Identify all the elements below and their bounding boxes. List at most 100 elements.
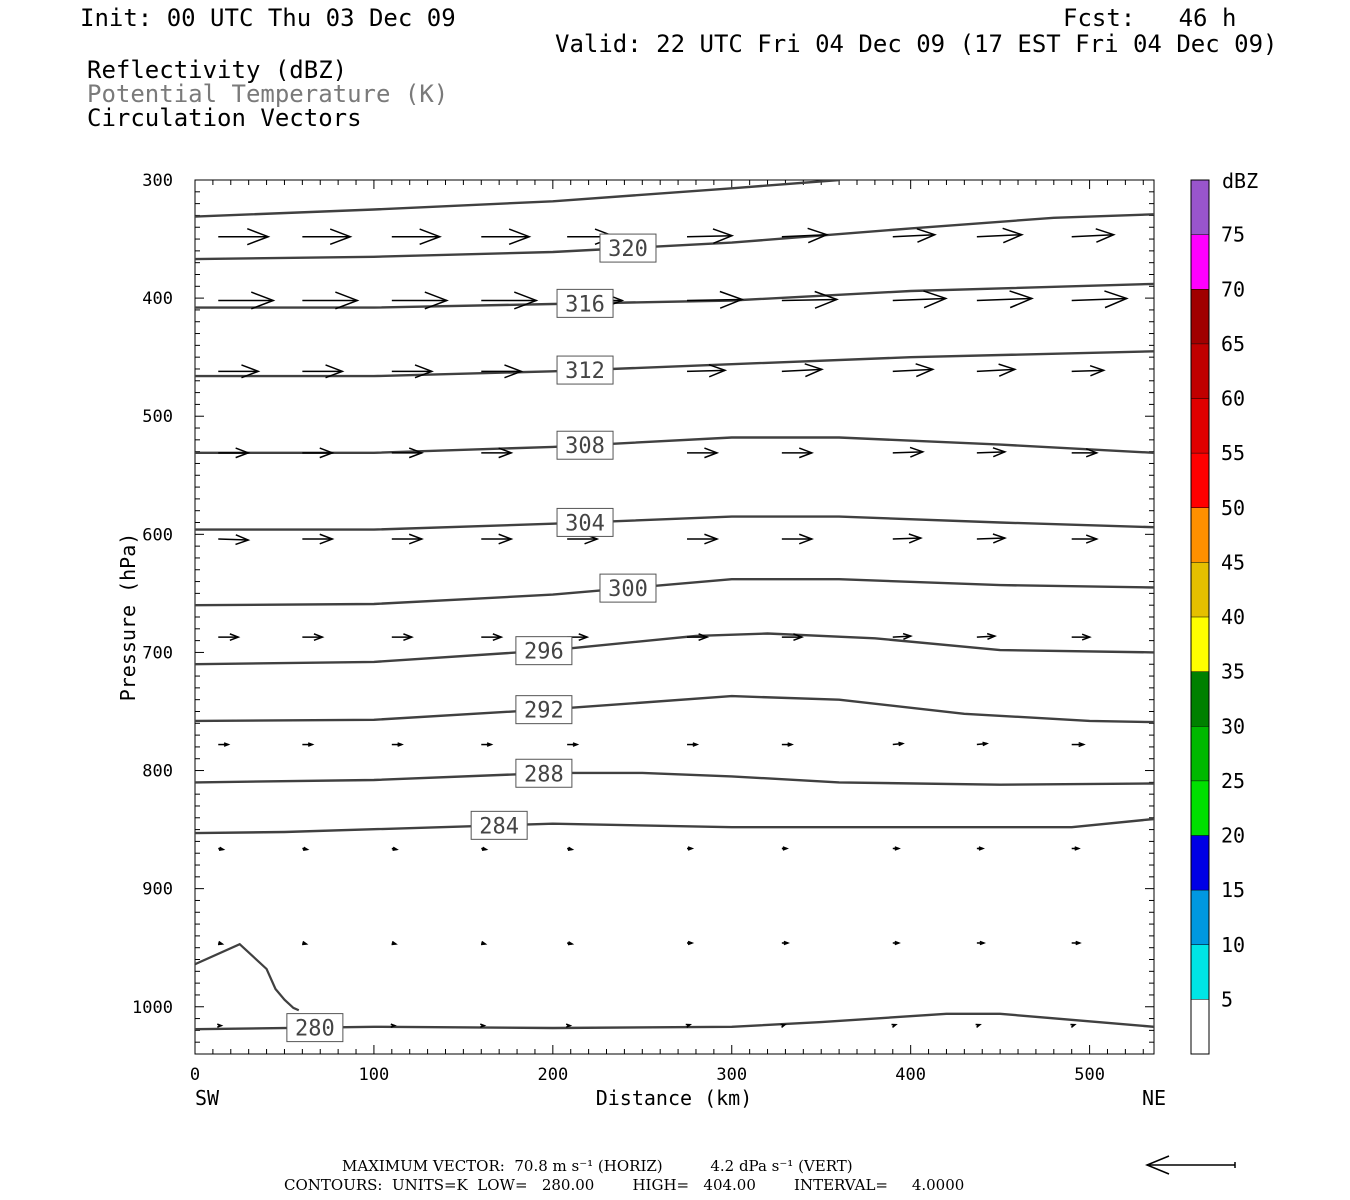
wind-vector-head <box>403 633 414 641</box>
x-tick-label: 300 <box>716 1065 747 1085</box>
wind-vector-head <box>408 447 424 459</box>
wind-vector-head <box>793 633 804 641</box>
wind-vector <box>687 234 733 238</box>
wind-vector-head <box>1095 228 1116 243</box>
colorbar-label: 20 <box>1221 824 1245 848</box>
wind-vector-head <box>804 363 824 378</box>
wind-vector-head <box>719 290 745 309</box>
wind-vector-head <box>217 940 225 946</box>
colorbar-bin <box>1191 289 1209 344</box>
wind-vector-head <box>916 228 937 243</box>
wind-vector-head <box>1104 290 1129 309</box>
reflectivity-outline <box>195 942 300 1012</box>
theta-contour-line <box>195 694 1154 724</box>
wind-vector <box>976 537 1005 540</box>
wind-vector-head <box>685 1023 693 1028</box>
wind-vector-head <box>787 742 794 747</box>
theta-contour-line <box>195 771 1154 786</box>
wind-vector <box>781 368 822 373</box>
wind-vector-head <box>419 228 442 246</box>
x-axis-title: Distance (km) <box>596 1086 753 1110</box>
wind-vector <box>687 369 726 373</box>
wind-vector-head <box>313 633 325 641</box>
wind-vector-head <box>319 447 335 459</box>
contour-label: 320 <box>608 237 648 262</box>
wind-vector-head <box>250 291 276 310</box>
wind-vector-head <box>798 447 814 459</box>
colorbar-bin <box>1191 999 1209 1054</box>
wind-vector-head <box>1089 364 1106 377</box>
contour-label: 288 <box>524 762 564 787</box>
wind-vector-head <box>992 533 1007 544</box>
wind-vector <box>892 451 923 454</box>
forecast-hour-label: Fcst: 46 h <box>1063 4 1237 32</box>
colorbar-bin <box>1191 398 1209 454</box>
contour-label: 292 <box>524 699 564 724</box>
init-time-label: Init: 00 UTC Thu 03 Dec 09 <box>80 4 456 32</box>
wind-vector-head <box>908 533 923 544</box>
wind-vector <box>892 635 911 638</box>
y-tick-label: 1000 <box>132 998 173 1018</box>
x-end-label-sw: SW <box>195 1086 220 1110</box>
colorbar-bin <box>1191 507 1209 563</box>
wind-vector <box>892 368 933 373</box>
wind-vector-head <box>246 228 271 246</box>
wind-vector <box>687 298 743 302</box>
plot-area <box>194 179 1155 1055</box>
colorbar-bin <box>1191 726 1209 781</box>
contour-label: 284 <box>479 814 519 839</box>
wind-vector-head <box>698 633 710 641</box>
colorbar-label: 70 <box>1221 277 1245 301</box>
wind-vector <box>1071 297 1127 302</box>
colorbar-label: 45 <box>1221 550 1245 574</box>
wind-vector-head <box>486 742 494 747</box>
wind-vector-head <box>481 846 489 851</box>
wind-vector-head <box>414 364 434 379</box>
wind-vector-head <box>704 533 720 545</box>
wind-vector <box>976 451 1005 454</box>
wind-vector-head <box>567 941 575 946</box>
wind-vector-head <box>325 364 345 379</box>
wind-vector-head <box>567 846 575 851</box>
wind-vector-head <box>307 742 315 747</box>
wind-vector-head <box>391 940 398 946</box>
colorbar-label: 35 <box>1221 660 1245 684</box>
colorbar-bin <box>1191 234 1209 290</box>
colorbar-bin <box>1191 343 1209 399</box>
colorbar-label: 60 <box>1221 387 1245 411</box>
contour-label-box <box>515 636 573 666</box>
field-label-potential-temperature: Potential Temperature (K) <box>87 80 449 108</box>
wind-vector-head <box>329 228 353 246</box>
colorbar-label: 5 <box>1221 987 1233 1011</box>
x-tick-label: 100 <box>359 1065 390 1085</box>
wind-vector-head <box>982 741 989 747</box>
wind-vector-head <box>229 633 241 641</box>
wind-vector-head <box>319 533 335 545</box>
theta-contours <box>195 180 1154 1031</box>
wind-vector-head <box>508 228 532 246</box>
theta-contour-line <box>195 180 840 218</box>
x-tick-label: 0 <box>190 1065 200 1085</box>
reflectivity-colorbar: 5 10 15 20 25 30 35 40 45 50 55 60 65 70 75 <box>1190 179 1245 1055</box>
colorbar-label: 10 <box>1221 933 1245 957</box>
wind-vector-head <box>498 447 514 459</box>
wind-vector-head <box>782 846 789 851</box>
theta-contour-line <box>195 1012 1154 1031</box>
wind-vector-head <box>704 447 720 459</box>
colorbar-bin <box>1191 562 1209 617</box>
colorbar-label: 65 <box>1221 332 1245 356</box>
wind-vector-head <box>692 742 700 747</box>
contour-label-box <box>515 758 573 788</box>
wind-vector-head <box>218 846 226 851</box>
contour-label-box <box>556 355 614 385</box>
contour-label-box <box>515 695 573 725</box>
theta-contour-line <box>195 282 1154 309</box>
wind-vector-head <box>898 741 905 747</box>
wind-vector <box>976 368 1015 373</box>
wind-vector-head <box>1078 741 1086 748</box>
valid-time-label: Valid: 22 UTC Fri 04 Dec 09 (17 EST Fri … <box>555 30 1278 58</box>
field-label-circulation-vectors: Circulation Vectors <box>87 104 362 132</box>
x-tick-label: 200 <box>537 1065 568 1085</box>
wind-vector-head <box>1085 448 1099 458</box>
